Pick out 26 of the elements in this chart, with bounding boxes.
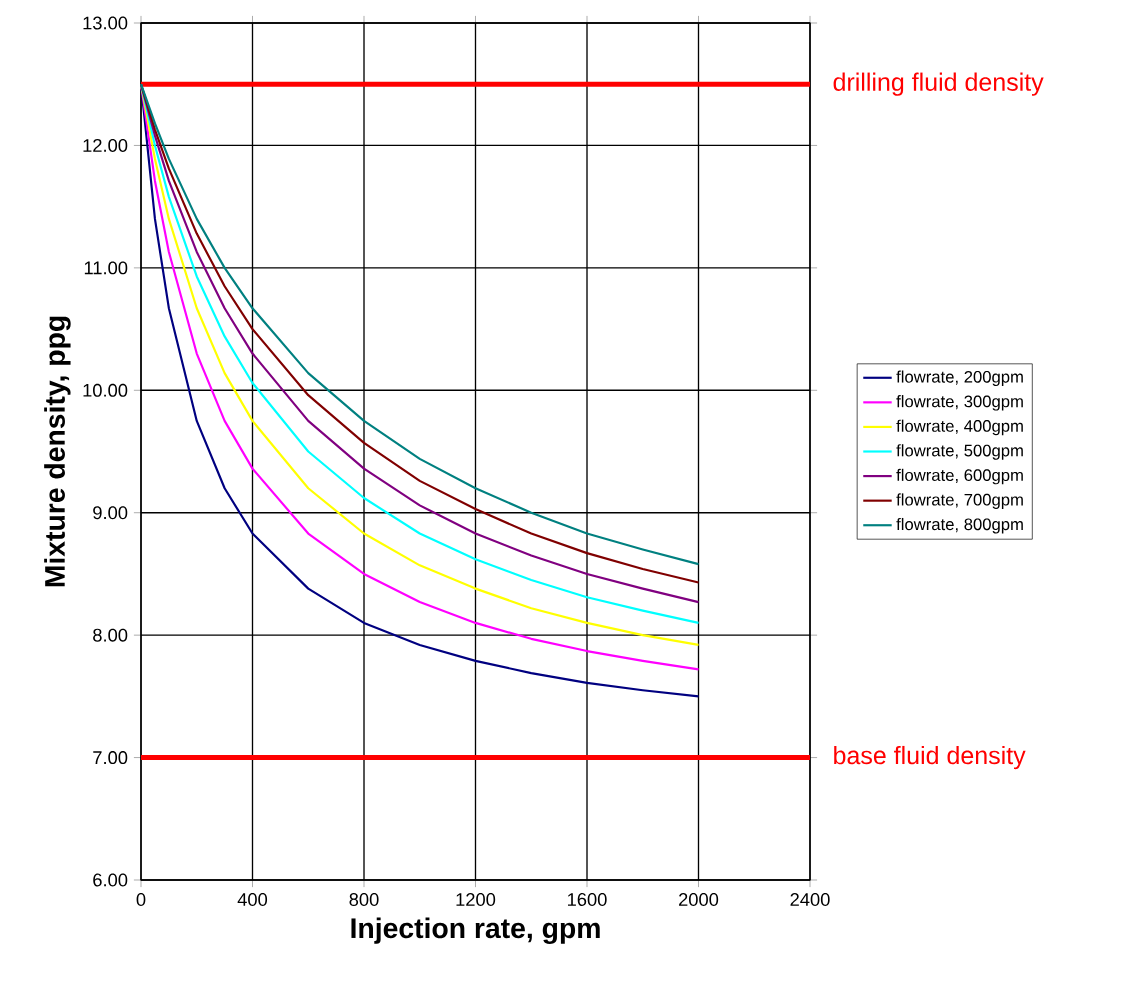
legend-label: flowrate, 200gpm: [896, 370, 1023, 387]
y-tick-label: 12.00: [83, 138, 128, 152]
ref-line-label: drilling fluid density: [833, 72, 1044, 96]
legend-label: flowrate, 600gpm: [896, 468, 1023, 485]
x-tick-label: 2400: [790, 893, 830, 906]
x-axis-title: Injection rate, gpm: [351, 917, 600, 944]
y-tick-label: 11.00: [84, 261, 128, 275]
legend-label: flowrate, 700gpm: [896, 493, 1023, 509]
y-tick-label: 7.00: [93, 751, 128, 765]
legend-label: flowrate, 800gpm: [896, 517, 1023, 534]
x-tick-label: 800: [349, 893, 379, 906]
legend-label: flowrate, 500gpm: [896, 444, 1023, 460]
y-tick-label: 8.00: [93, 628, 128, 642]
x-tick-label: 0: [136, 893, 146, 906]
legend-label: flowrate, 300gpm: [896, 395, 1023, 411]
y-axis-title: Mixture density, ppg: [44, 316, 71, 587]
y-tick-label: 6.00: [93, 873, 128, 887]
y-tick-label: 13.00: [83, 16, 128, 30]
ref-line-label: base fluid density: [834, 745, 1026, 770]
x-tick-label: 1200: [456, 893, 496, 906]
y-tick-label: 9.00: [93, 506, 128, 520]
x-tick-label: 1600: [567, 893, 607, 906]
y-tick-label: 10.00: [83, 383, 128, 397]
legend-label: flowrate, 400gpm: [896, 419, 1023, 436]
x-tick-label: 400: [237, 893, 268, 906]
x-tick-label: 2000: [679, 893, 719, 906]
